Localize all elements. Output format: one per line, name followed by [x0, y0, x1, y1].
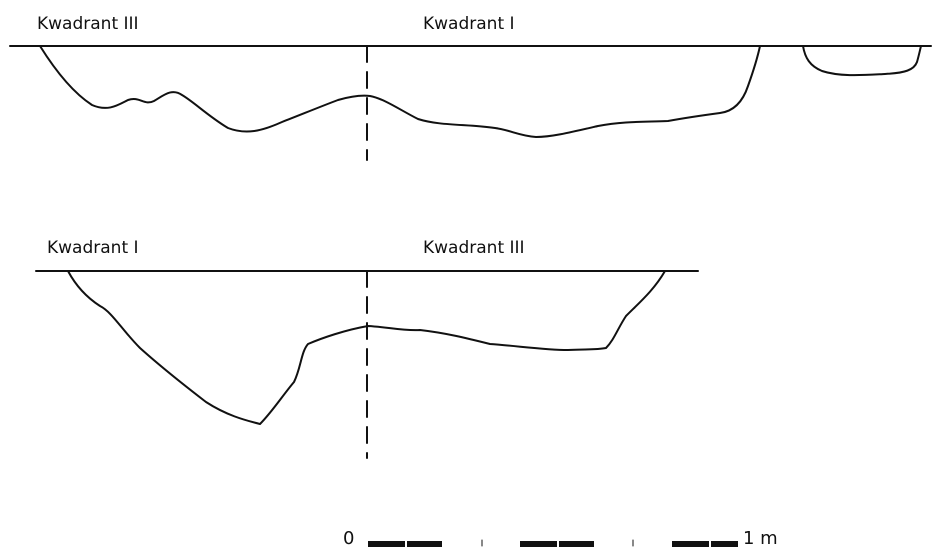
- scale-bar-end-label: 1 m: [743, 528, 778, 549]
- scale-bar-start-label: 0: [343, 528, 355, 549]
- section-top-right-label: Kwadrant I: [423, 14, 515, 34]
- scale-bar-segment: [407, 541, 442, 547]
- scale-bar-segment: [672, 541, 709, 547]
- scale-bar-segment: [520, 541, 557, 547]
- section-top-left-label: Kwadrant III: [37, 14, 139, 34]
- scale-bar-segment: [368, 541, 405, 547]
- bottom-section-profile: [67, 270, 666, 425]
- top-section-small-pit: [802, 45, 922, 77]
- scale-bar-segment: [559, 541, 594, 547]
- top-section-profile: [39, 45, 761, 138]
- section-bottom-left-label: Kwadrant I: [47, 238, 139, 258]
- scale-bar: [368, 539, 738, 547]
- section-bottom-right-label: Kwadrant III: [423, 238, 525, 258]
- scale-bar-segment: [711, 541, 738, 547]
